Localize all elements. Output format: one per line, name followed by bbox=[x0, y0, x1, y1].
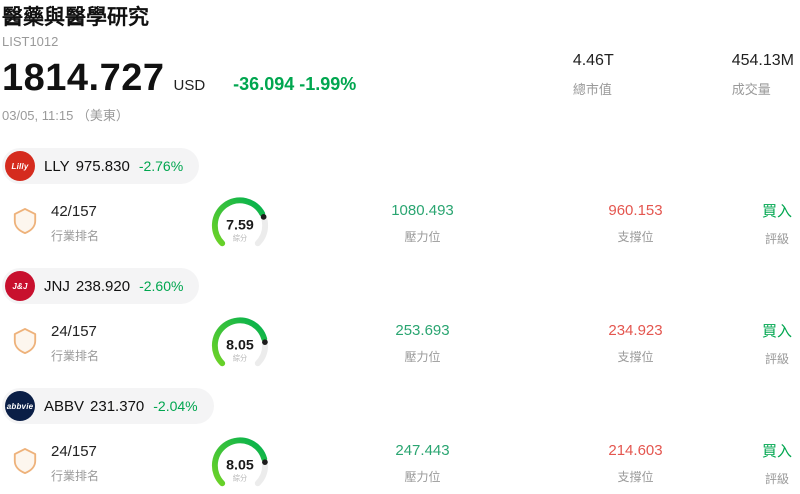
header-stats: 4.46T 總市值 454.13M 成交量 bbox=[573, 52, 794, 98]
stock-section: Lilly LLY 975.830 -2.76% 42/157 行業排名 bbox=[2, 148, 800, 254]
resistance-col: 1080.493 壓力位 bbox=[316, 202, 529, 245]
stock-price: 238.920 bbox=[75, 277, 131, 295]
rating-label: 評級 bbox=[764, 231, 789, 246]
support-value: 214.603 bbox=[608, 441, 663, 459]
resistance-label: 壓力位 bbox=[404, 469, 441, 484]
rating-col[interactable]: 買入 評級 bbox=[742, 320, 800, 367]
svg-text:綜分: 綜分 bbox=[233, 474, 247, 483]
rating-value[interactable]: 買入 bbox=[761, 442, 792, 460]
rank-badge-icon bbox=[12, 447, 38, 480]
stock-details-row: 24/157 行業排名 8.05 綜分 247.443 壓力位 214.603 bbox=[2, 432, 800, 494]
price-row: 1814.727 USD -36.094 -1.99% bbox=[2, 57, 792, 100]
rating-label: 評級 bbox=[764, 351, 789, 366]
support-col: 960.153 支撐位 bbox=[529, 202, 742, 245]
rank-value: 42/157 bbox=[51, 202, 97, 220]
rating-label: 評級 bbox=[764, 471, 789, 486]
resistance-col: 253.693 壓力位 bbox=[316, 322, 529, 365]
stock-symbol: ABBV bbox=[44, 397, 85, 415]
resistance-value: 247.443 bbox=[395, 441, 450, 459]
score-gauge-block: 8.05 綜分 bbox=[198, 432, 316, 494]
sector-header: 醫藥與醫學研究 LIST1012 1814.727 USD -36.094 -1… bbox=[0, 0, 800, 124]
stock-logo: J&J bbox=[5, 271, 35, 302]
stock-logo: Lilly bbox=[5, 151, 35, 182]
resistance-value: 253.693 bbox=[395, 321, 450, 339]
score-gauge: 7.59 綜分 bbox=[211, 197, 269, 247]
svg-text:7.59: 7.59 bbox=[226, 218, 254, 234]
industry-rank-block: 24/157 行業排名 bbox=[2, 323, 198, 364]
page-title: 醫藥與醫學研究 bbox=[2, 6, 149, 29]
score-gauge-block: 7.59 綜分 bbox=[198, 192, 316, 254]
stock-section: J&J JNJ 238.920 -2.60% 24/157 行業排名 bbox=[2, 268, 800, 374]
stock-logo-text: abbvie bbox=[6, 401, 34, 411]
rank-label: 行業排名 bbox=[51, 348, 100, 363]
svg-text:8.05: 8.05 bbox=[226, 338, 254, 354]
support-label: 支撐位 bbox=[617, 469, 654, 484]
list-id: LIST1012 bbox=[2, 34, 59, 50]
index-price: 1814.727 bbox=[2, 57, 165, 100]
score-gauge-block: 8.05 綜分 bbox=[198, 312, 316, 374]
support-label: 支撐位 bbox=[617, 229, 654, 244]
stock-logo: abbvie bbox=[5, 391, 35, 422]
svg-text:綜分: 綜分 bbox=[233, 354, 247, 363]
index-change: -36.094 -1.99% bbox=[233, 74, 357, 95]
support-value: 960.153 bbox=[608, 201, 663, 219]
stock-pill[interactable]: J&J JNJ 238.920 -2.60% bbox=[2, 268, 200, 305]
timestamp: 03/05, 11:15 （美東） bbox=[2, 108, 129, 124]
industry-rank-block: 42/157 行業排名 bbox=[2, 203, 198, 244]
volume-value: 454.13M bbox=[731, 52, 794, 69]
rank-text-block: 24/157 行業排名 bbox=[51, 323, 99, 364]
stock-symbol: JNJ bbox=[44, 277, 70, 295]
stock-list: Lilly LLY 975.830 -2.76% 42/157 行業排名 bbox=[0, 148, 800, 494]
stock-pill[interactable]: abbvie ABBV 231.370 -2.04% bbox=[2, 388, 214, 425]
rating-value[interactable]: 買入 bbox=[761, 322, 792, 340]
rating-col[interactable]: 買入 評級 bbox=[742, 200, 800, 247]
resistance-label: 壓力位 bbox=[404, 229, 441, 244]
stock-pill[interactable]: Lilly LLY 975.830 -2.76% bbox=[2, 148, 200, 185]
stock-symbol: LLY bbox=[44, 157, 70, 175]
market-cap-value: 4.46T bbox=[572, 52, 614, 69]
resistance-label: 壓力位 bbox=[404, 349, 441, 364]
rank-label: 行業排名 bbox=[51, 228, 100, 243]
stock-price: 975.830 bbox=[75, 157, 130, 175]
stock-change: -2.04% bbox=[153, 398, 198, 415]
stock-logo-text: J&J bbox=[12, 281, 28, 291]
stock-logo-text: Lilly bbox=[11, 161, 29, 171]
rank-value: 24/157 bbox=[51, 442, 97, 460]
volume-label: 成交量 bbox=[731, 82, 771, 97]
rank-text-block: 24/157 行業排名 bbox=[51, 443, 99, 484]
support-value: 234.923 bbox=[608, 321, 663, 339]
support-col: 214.603 支撐位 bbox=[529, 442, 742, 485]
volume-stat: 454.13M 成交量 bbox=[732, 52, 794, 98]
market-cap-stat: 4.46T 總市值 bbox=[573, 52, 614, 98]
stock-change: -2.60% bbox=[139, 278, 184, 295]
currency-label: USD bbox=[173, 77, 206, 95]
stock-details-row: 42/157 行業排名 7.59 綜分 1080.493 壓力位 960.153 bbox=[2, 192, 800, 254]
industry-rank-block: 24/157 行業排名 bbox=[2, 443, 198, 484]
stock-section: abbvie ABBV 231.370 -2.04% 24/157 行業排名 bbox=[2, 388, 800, 494]
rating-col[interactable]: 買入 評級 bbox=[742, 440, 800, 487]
rank-text-block: 42/157 行業排名 bbox=[51, 203, 99, 244]
support-col: 234.923 支撐位 bbox=[529, 322, 742, 365]
stock-change: -2.76% bbox=[138, 158, 184, 175]
rating-value[interactable]: 買入 bbox=[761, 202, 792, 220]
stock-price: 231.370 bbox=[90, 397, 145, 415]
svg-text:綜分: 綜分 bbox=[233, 234, 247, 243]
resistance-col: 247.443 壓力位 bbox=[316, 442, 529, 485]
market-cap-label: 總市值 bbox=[572, 82, 612, 97]
rank-badge-icon bbox=[12, 327, 38, 360]
support-label: 支撐位 bbox=[617, 349, 654, 364]
rank-label: 行業排名 bbox=[51, 468, 100, 483]
rank-badge-icon bbox=[12, 207, 38, 240]
resistance-value: 1080.493 bbox=[391, 201, 454, 219]
score-gauge: 8.05 綜分 bbox=[211, 437, 269, 487]
stock-details-row: 24/157 行業排名 8.05 綜分 253.693 壓力位 234.923 bbox=[2, 312, 800, 374]
svg-text:8.05: 8.05 bbox=[226, 458, 254, 474]
score-gauge: 8.05 綜分 bbox=[211, 317, 269, 367]
rank-value: 24/157 bbox=[51, 322, 97, 340]
